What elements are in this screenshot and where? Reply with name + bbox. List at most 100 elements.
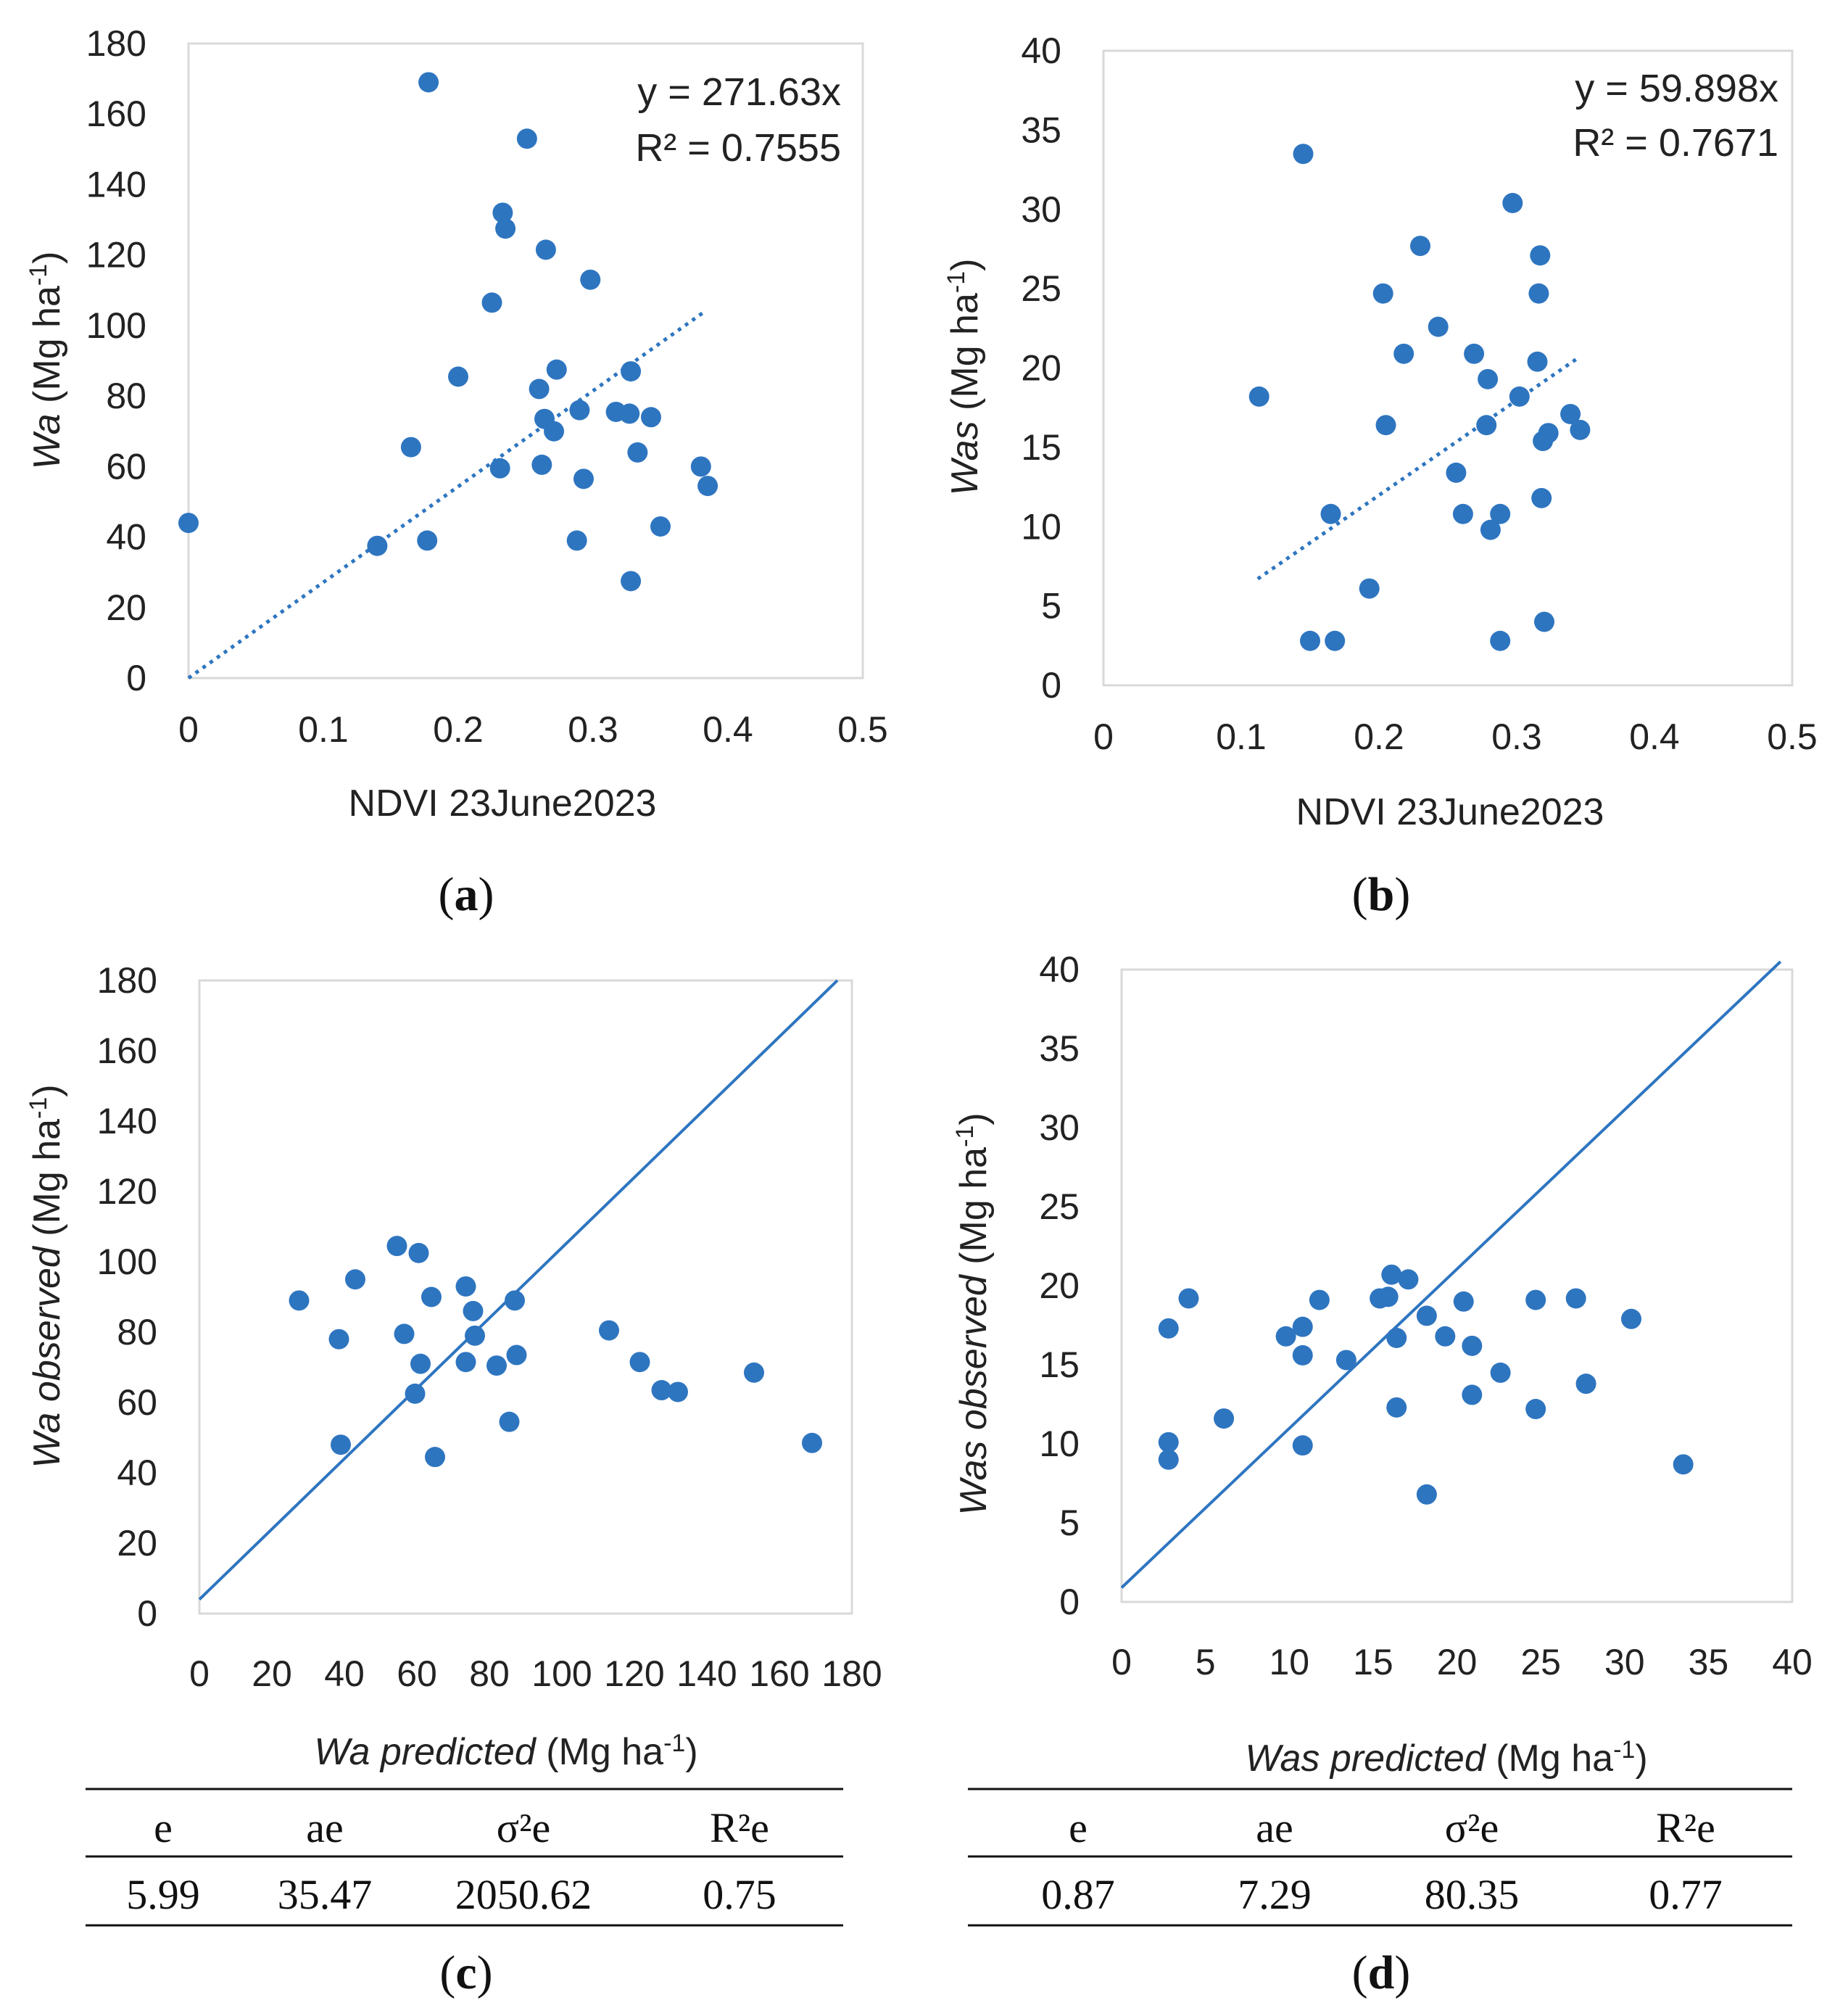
panel-d-x-tick-8: 40 [1772, 1642, 1813, 1682]
panel-c-x-axis-title: Wa predicted (Mg ha-1) [314, 1730, 697, 1773]
panel-c-header-r2: R²e [710, 1804, 769, 1851]
panel-a-point-24 [621, 571, 642, 592]
panel-c-y-tick-2: 40 [117, 1453, 157, 1493]
panel-d-x-tick-0: 0 [1111, 1642, 1132, 1682]
panel-b-point-2 [1300, 630, 1320, 651]
panel-c-value-ae: 35.47 [278, 1871, 373, 1918]
panel-d-x-tick-5: 25 [1520, 1642, 1561, 1682]
panel-a-point-7 [489, 458, 510, 479]
panel-b-y-tick-0: 0 [1041, 665, 1061, 706]
panel-a-point-29 [697, 476, 718, 497]
panel-b-y-tick-1: 5 [1041, 586, 1061, 627]
panel-a-point-6 [481, 292, 502, 313]
panel-b-point-24 [1531, 487, 1552, 508]
panel-c-x-tick-6: 120 [604, 1653, 664, 1694]
panel-d-point-15 [1386, 1397, 1407, 1418]
panel-b-x-ticks: 0 0.1 0.2 0.3 0.4 0.5 [1093, 716, 1818, 757]
panel-b-point-10 [1428, 316, 1449, 337]
panel-d-point-23 [1490, 1362, 1511, 1383]
panel-c-x-ticks: 0 20 40 60 80 100 120 140 160 180 [189, 1653, 882, 1694]
panel-d-point-4 [1214, 1408, 1235, 1429]
panel-c-value-var: 2050.62 [455, 1871, 592, 1918]
panel-d-y-axis-title: Was observed (Mg ha-1) [951, 1112, 995, 1515]
panel-a-point-25 [627, 442, 648, 463]
panel-a-x-tick-5: 0.5 [837, 709, 888, 750]
panel-d-points [1158, 1264, 1694, 1505]
panel-c-y-tick-8: 160 [97, 1030, 157, 1071]
panel-b-point-6 [1372, 283, 1393, 304]
panel-d-point-12 [1378, 1286, 1399, 1307]
panel-d-point-29 [1673, 1454, 1694, 1475]
panel-b-y-ticks: 0 5 10 15 20 25 30 35 40 [1021, 30, 1061, 706]
panel-a-point-20 [580, 269, 601, 290]
panel-a-point-23 [621, 361, 642, 382]
panel-a-point-15 [544, 421, 565, 442]
panel-a-y-axis-title: Wa (Mg ha-1) [25, 252, 68, 470]
panel-b-point-20 [1509, 386, 1530, 407]
panel-d-header-r2: R²e [1656, 1804, 1715, 1851]
panel-d-point-16 [1398, 1269, 1419, 1290]
panel-d-point-28 [1621, 1308, 1641, 1329]
panel-c-value-r2: 0.75 [703, 1871, 776, 1918]
panel-b-point-13 [1464, 343, 1485, 364]
panel-a-y-tick-2: 40 [106, 517, 146, 558]
panel-a-point-19 [573, 468, 594, 489]
panel-a-r2: R² = 0.7555 [635, 126, 841, 170]
panel-c-plot-area [198, 979, 853, 1615]
panel-a-point-18 [569, 400, 590, 421]
panel-a-x-tick-1: 0.1 [298, 709, 349, 750]
panel-a-equation: y = 271.63x [637, 70, 841, 114]
panel-d-point-14 [1386, 1327, 1407, 1348]
panel-a-y-tick-9: 180 [86, 23, 146, 64]
panel-a-x-tick-2: 0.2 [433, 709, 484, 750]
panel-b-point-16 [1480, 519, 1501, 540]
panel-b-point-4 [1325, 630, 1346, 651]
panel-c-y-tick-4: 80 [117, 1312, 157, 1352]
panel-b-point-11 [1446, 462, 1467, 483]
panel-d-point-0 [1158, 1318, 1179, 1339]
panel-d-point-9 [1309, 1289, 1330, 1310]
panel-c-point-3 [345, 1269, 365, 1290]
panel-a-y-tick-4: 80 [106, 376, 146, 416]
panel-d-y-tick-1: 5 [1059, 1503, 1080, 1543]
panel-a-point-9 [495, 218, 516, 239]
panel-c-point-4 [386, 1236, 407, 1257]
panel-d-x-ticks: 0 5 10 15 20 25 30 35 40 [1111, 1642, 1813, 1682]
panel-a-point-22 [619, 403, 640, 424]
panel-b-point-14 [1476, 415, 1497, 436]
panel-c-value-e: 5.99 [126, 1871, 200, 1918]
panel-d-value-ae: 7.29 [1238, 1871, 1312, 1918]
panel-b-point-29 [1570, 419, 1591, 440]
panel-b-point-19 [1502, 193, 1523, 213]
panel-b-scatter: 0 5 10 15 20 25 30 35 40 0 0.1 0.2 0.3 0.4 0.5 y = 59… [943, 30, 1818, 921]
panel-d-point-1 [1158, 1432, 1179, 1453]
panel-a-point-10 [516, 128, 537, 149]
panel-a-point-3 [417, 530, 438, 551]
panel-d-point-7 [1292, 1344, 1313, 1366]
panel-c-point-24 [802, 1432, 822, 1453]
panel-a-y-tick-7: 140 [86, 164, 146, 205]
panel-a-point-28 [690, 456, 711, 477]
panel-c-points [289, 1236, 822, 1468]
panel-c-point-7 [408, 1242, 429, 1263]
panel-c-label: (c) [439, 1946, 492, 1999]
panel-a-point-4 [418, 72, 439, 93]
panel-a-point-5 [448, 366, 468, 387]
panel-d-y-tick-4: 20 [1039, 1265, 1080, 1306]
panel-c-point-17 [505, 1290, 525, 1311]
panel-a-x-ticks: 0 0.1 0.2 0.3 0.4 0.5 [178, 709, 888, 750]
panel-b-point-15 [1478, 368, 1499, 389]
panel-a-point-26 [640, 407, 661, 428]
panel-b-points [1248, 144, 1591, 651]
panel-d-point-22 [1462, 1384, 1483, 1405]
panel-d-point-3 [1178, 1288, 1199, 1309]
panel-b-y-tick-3: 15 [1021, 427, 1061, 468]
panel-a-y-ticks: 0 20 40 60 80 100 120 140 160 180 [86, 23, 146, 698]
panel-a-point-16 [546, 359, 567, 380]
panel-b-point-17 [1490, 503, 1511, 524]
panel-b-y-tick-5: 25 [1021, 268, 1061, 309]
panel-b-x-tick-3: 0.3 [1491, 716, 1542, 757]
panel-b-point-27 [1538, 423, 1559, 444]
panel-a-point-14 [535, 239, 556, 260]
panel-a-point-0 [178, 513, 199, 534]
